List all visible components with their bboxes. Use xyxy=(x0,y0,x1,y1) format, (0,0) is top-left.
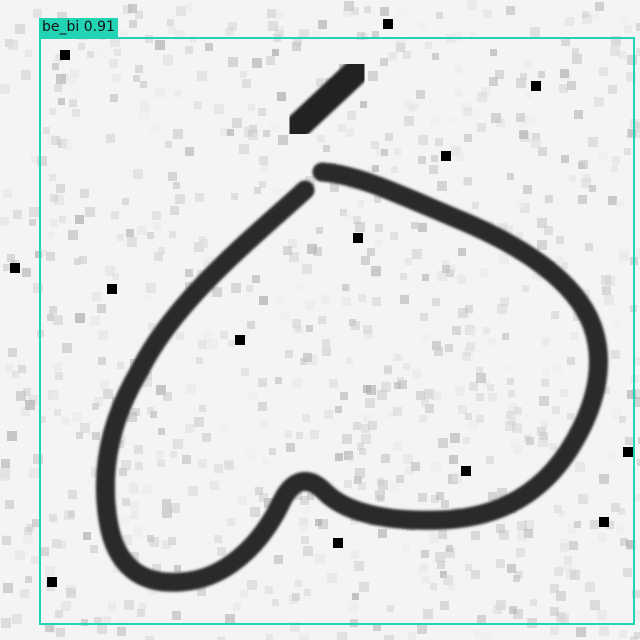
noise-dot xyxy=(10,263,20,273)
noise-dot xyxy=(441,151,451,161)
noise-dot xyxy=(333,538,343,548)
noise-dot xyxy=(623,447,633,457)
noise-dot xyxy=(353,233,363,243)
noise-dot xyxy=(60,50,70,60)
noise-dot xyxy=(383,19,393,29)
glyph-main-stroke xyxy=(95,162,608,592)
glyph-accent-stroke xyxy=(283,57,371,141)
noise-dot xyxy=(599,517,609,527)
noise-dot xyxy=(47,577,57,587)
detection-label: be_bi 0.91 xyxy=(39,18,118,37)
noise-dot xyxy=(235,335,245,345)
noise-dot xyxy=(531,81,541,91)
noise-dot xyxy=(461,466,471,476)
noise-dot xyxy=(107,284,117,294)
detection-bounding-box xyxy=(39,37,635,625)
